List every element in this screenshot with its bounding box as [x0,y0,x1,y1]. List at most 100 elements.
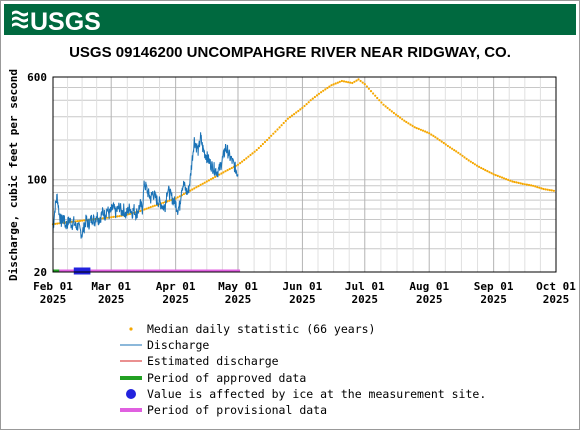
median-point [424,130,427,133]
median-point [336,81,339,84]
median-point [228,167,231,171]
y-tick-label: 20 [34,266,47,279]
median-point [496,174,499,177]
median-point [434,136,437,139]
median-point [243,158,246,162]
median-point [197,185,200,188]
median-point [399,116,402,119]
median-point [143,208,146,211]
median-point [432,134,435,137]
median-point [222,171,225,174]
median-point [401,118,404,121]
median-point [211,177,215,180]
median-point [349,81,352,84]
median-point [365,85,368,88]
median-point [527,183,531,187]
median-point [409,123,412,126]
median-point [195,186,198,189]
median-point [189,189,192,192]
median-point [378,99,381,102]
median-point [550,189,553,192]
approved-period-bar [53,269,60,273]
x-tick-year: 2025 [352,293,379,306]
median-point [403,119,406,122]
median-point [270,134,273,137]
median-point [301,106,304,109]
median-point [317,92,321,95]
x-tick-year: 2025 [289,293,316,306]
median-point [56,222,59,225]
median-point [480,166,483,170]
x-tick-label: May 01 [218,280,258,293]
median-point [426,131,429,134]
median-point [78,219,82,222]
y-axis-label: Discharge, cubic feet per second [7,69,20,281]
x-tick-year: 2025 [480,293,507,306]
median-point [446,144,449,148]
median-point [494,174,497,177]
median-point [193,187,196,190]
median-point [83,219,86,222]
legend-period-symbol [120,407,142,412]
median-point [236,163,240,166]
median-point [112,215,115,218]
median-point [513,180,516,184]
median-point [411,124,414,127]
median-point [467,159,470,162]
median-point [249,153,252,157]
median-point [415,127,418,130]
plot-area [53,77,556,272]
median-point [205,180,208,183]
median-point [465,157,468,160]
median-point [380,101,383,104]
median-point [546,188,549,191]
median-point [342,80,346,83]
median-point [417,127,420,130]
median-point [251,152,254,155]
median-point [376,96,379,100]
median-point [359,79,362,83]
median-point [457,151,460,154]
median-point [451,147,454,150]
median-point [54,222,57,225]
median-point [538,186,541,189]
median-point [168,199,171,202]
median-point [448,146,452,149]
legend-period-symbol [120,375,142,380]
median-point [521,182,524,185]
median-point [297,109,300,113]
median-point [540,187,543,190]
median-point [147,206,150,209]
median-point [293,113,296,116]
median-point [255,148,258,152]
median-point [282,121,285,125]
median-point [324,88,327,91]
usgs-header-bar: USGS [4,4,576,35]
usgs-logo-text: USGS [30,8,100,34]
median-point [345,80,348,83]
median-point [263,140,267,144]
x-tick-label: Feb 01 [33,280,73,293]
median-point [116,215,119,218]
median-point [461,154,464,157]
median-point [247,155,250,158]
discharge-series [52,132,239,239]
median-point [500,176,504,179]
median-point [110,216,113,219]
x-tick-year: 2025 [225,293,252,306]
median-point [230,166,233,170]
legend-label: Value is affected by ice at the measurem… [147,386,487,401]
median-point [492,173,495,176]
median-point [515,181,518,184]
median-point [178,195,181,198]
median-point [145,207,148,210]
median-point [203,181,206,184]
x-tick-label: Aug 01 [409,280,449,293]
median-point [419,128,422,131]
median-point [463,156,466,159]
median-point [482,167,485,171]
median-point [394,113,398,116]
median-point [286,117,289,120]
median-point [268,136,271,139]
